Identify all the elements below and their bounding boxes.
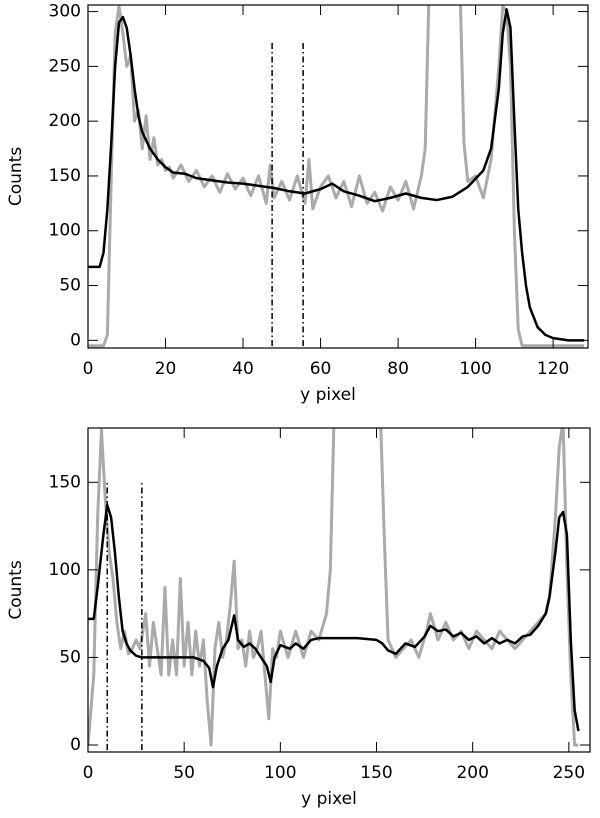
x-tick-label: 50 — [173, 763, 195, 783]
x-axis-label: y pixel — [301, 789, 357, 809]
x-tick-label: 150 — [360, 763, 392, 783]
y-tick-label: 50 — [59, 276, 81, 296]
data-line — [88, 8, 585, 342]
y-tick-label: 300 — [49, 2, 81, 22]
y-axis-label: Counts — [6, 147, 26, 206]
y-axis-label: Counts — [6, 560, 26, 619]
x-tick-label: 0 — [83, 359, 94, 379]
y-tick-label: 100 — [49, 560, 81, 580]
x-tick-label: 60 — [310, 359, 332, 379]
axes-frame — [87, 427, 591, 753]
x-tick-label: 100 — [264, 763, 296, 783]
x-tick-label: 0 — [83, 763, 94, 783]
y-tick-label: 200 — [49, 111, 81, 131]
y-tick-label: 250 — [49, 56, 81, 76]
x-tick-label: 40 — [232, 359, 254, 379]
y-tick-label: 0 — [70, 330, 81, 350]
x-tick-label: 250 — [553, 763, 585, 783]
y-tick-label: 0 — [70, 735, 81, 755]
y-tick-label: 150 — [49, 166, 81, 186]
x-tick-label: 100 — [459, 359, 491, 379]
x-tick-label: 80 — [387, 359, 409, 379]
data-line — [88, 503, 580, 732]
plot-area — [88, 428, 580, 747]
x-axis-label: y pixel — [300, 385, 356, 405]
y-tick-label: 50 — [59, 647, 81, 667]
axes-frame — [87, 4, 589, 349]
x-tick-label: 120 — [537, 359, 569, 379]
data-line — [88, 428, 579, 747]
x-tick-label: 20 — [155, 359, 177, 379]
y-tick-label: 100 — [49, 221, 81, 241]
y-tick-label: 150 — [49, 472, 81, 492]
plot-area — [88, 5, 585, 348]
data-line — [88, 5, 585, 348]
x-tick-label: 200 — [456, 763, 488, 783]
